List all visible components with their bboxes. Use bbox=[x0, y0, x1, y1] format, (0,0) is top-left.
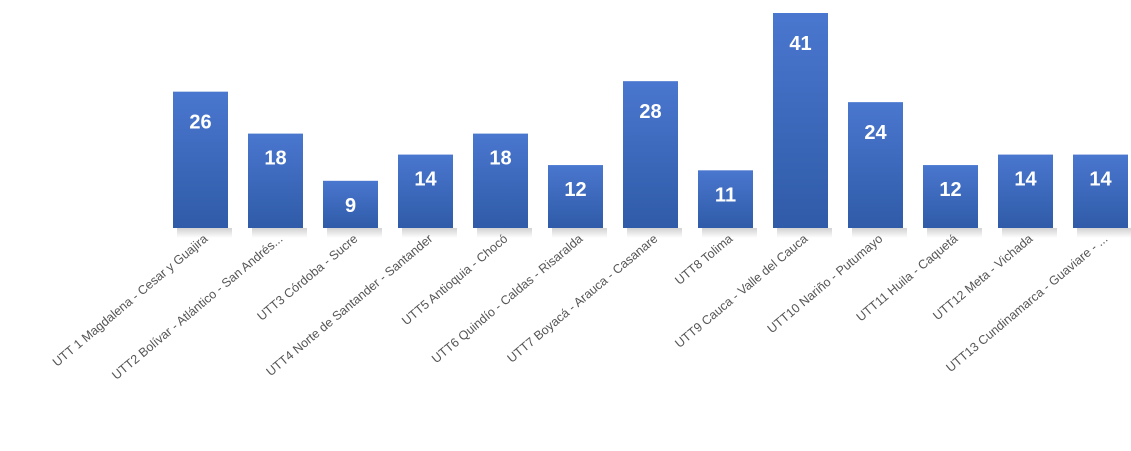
bar-shadow bbox=[477, 228, 532, 238]
bar bbox=[398, 154, 453, 228]
category-label: UTT4 Norte de Santander - Santander bbox=[264, 232, 436, 379]
value-labels-group: 26 18 9 14 18 12 28 11 41 24 12 14 14 bbox=[189, 33, 1112, 217]
bar-shadow bbox=[1002, 228, 1057, 238]
bar-shadow bbox=[252, 228, 307, 238]
category-label: UTT9 Cauca - Valle del Cauca bbox=[672, 232, 810, 351]
bar bbox=[698, 170, 753, 228]
data-label: 11 bbox=[715, 184, 736, 206]
bar bbox=[248, 133, 303, 228]
bar bbox=[473, 133, 528, 228]
data-label: 24 bbox=[864, 122, 887, 144]
category-label: UTT13 Cundinamarca - Guaviare - ... bbox=[943, 232, 1110, 375]
data-label: 9 bbox=[345, 195, 356, 217]
bar bbox=[548, 165, 603, 228]
bar-shadow bbox=[177, 228, 232, 238]
bar-shadow bbox=[852, 228, 907, 238]
bar-shadow bbox=[552, 228, 607, 238]
bars-group bbox=[173, 13, 1128, 228]
data-label: 18 bbox=[489, 148, 511, 170]
bar bbox=[323, 180, 378, 228]
bar-shadow bbox=[627, 228, 682, 238]
bar-shadow bbox=[777, 228, 832, 238]
category-label: UTT7 Boyacá - Arauca - Casanare bbox=[505, 232, 661, 366]
bar bbox=[173, 91, 228, 228]
bar-shadow bbox=[702, 228, 757, 238]
bar-shadow bbox=[402, 228, 457, 238]
data-label: 12 bbox=[564, 179, 586, 201]
bar bbox=[998, 154, 1053, 228]
data-label: 14 bbox=[1014, 169, 1037, 191]
bar bbox=[773, 13, 828, 228]
category-label: UTT6 Quindío - Caldas - Risaralda bbox=[429, 232, 585, 366]
bar bbox=[848, 102, 903, 228]
bar bbox=[623, 81, 678, 228]
category-label: UTT8 Tolima bbox=[672, 232, 735, 288]
data-label: 26 bbox=[189, 112, 211, 134]
data-label: 41 bbox=[789, 33, 811, 55]
category-label: UTT2 Bolívar - Atlántico - San Andrés... bbox=[109, 232, 285, 383]
data-label: 14 bbox=[414, 169, 437, 191]
bar-shadow bbox=[1077, 228, 1131, 238]
bar bbox=[923, 165, 978, 228]
data-label: 28 bbox=[639, 101, 661, 123]
data-label: 14 bbox=[1089, 169, 1112, 191]
category-label: UTT 1 Magdalena - Cesar y Guajira bbox=[50, 232, 211, 370]
bar-shadow bbox=[327, 228, 382, 238]
data-label: 18 bbox=[264, 148, 286, 170]
bar-shadows bbox=[177, 228, 1131, 238]
data-label: 12 bbox=[939, 179, 961, 201]
bar bbox=[1073, 154, 1128, 228]
bar-shadow bbox=[927, 228, 982, 238]
